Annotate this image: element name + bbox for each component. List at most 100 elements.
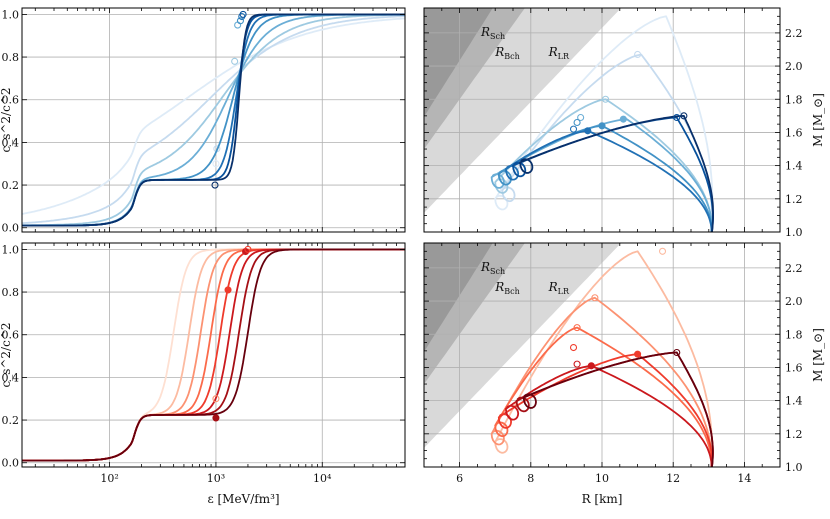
y-axis-label: M [M_⊙] — [811, 328, 825, 382]
open-marker — [591, 294, 599, 302]
x-tick-label: 14 — [737, 472, 751, 485]
y-axis-label: c_s^2/c^2 — [0, 87, 13, 152]
y-tick-label: 2.2 — [785, 262, 803, 275]
open-marker — [673, 348, 681, 357]
filled-marker — [584, 127, 592, 135]
region-label-R_LR: RLR — [548, 280, 570, 296]
y-tick-label: 2.2 — [785, 27, 803, 40]
region-label-R_Sch: RSch — [480, 260, 505, 276]
y-tick-label: 1.6 — [785, 361, 803, 374]
region-label-R_Sch: RSch — [480, 25, 505, 41]
top-right-panel: RSch RBch RLR 1.0 1.2 1.4 1.6 1.8 2.0 2.2 M [M_⊙] — [423, 7, 825, 239]
region-label-R_LR: RLR — [548, 45, 570, 61]
series-line-s1 — [21, 17, 406, 215]
y-tick-label: 0.8 — [2, 51, 20, 64]
open-marker — [569, 125, 578, 133]
region-lr — [424, 243, 780, 448]
grid — [22, 8, 405, 232]
filled-marker — [587, 362, 595, 370]
open-marker — [239, 10, 247, 18]
series-line-s4 — [22, 248, 405, 462]
series-line-s5 — [505, 364, 713, 467]
y-tick-label: 1.6 — [785, 126, 803, 139]
series-line-s7 — [522, 351, 714, 467]
series-line-s1 — [494, 15, 714, 232]
series-line-s3 — [22, 248, 405, 462]
filled-marker — [634, 350, 642, 358]
y-tick-label: 0.2 — [2, 414, 20, 427]
clipped-content: RSch RBch RLR — [424, 8, 780, 232]
y-tick-label: 1.0 — [785, 226, 803, 239]
open-marker — [212, 160, 220, 168]
series-group — [21, 10, 406, 227]
series-line-s3 — [494, 98, 713, 232]
y-axis-label: M [M_⊙] — [811, 93, 825, 147]
top-left-panel: 0.0 0.2 0.4 0.6 0.8 1.0 c_s^2/c^2 — [0, 7, 406, 235]
open-marker — [231, 57, 239, 65]
y-tick-label: 0.4 — [2, 371, 20, 384]
series-line-s1 — [494, 250, 713, 467]
series-group — [490, 15, 714, 232]
series-line-s2 — [490, 296, 713, 467]
bottom-right-panel: RSch RBch RLR 1.0 1.2 1.4 1.6 1.8 2.0 2.2 6 8 10 12 14… — [423, 242, 825, 506]
filled-marker — [224, 286, 232, 294]
y-tick-label: 0.8 — [2, 286, 20, 299]
axes-frame — [21, 7, 406, 233]
series-line-s5 — [22, 13, 405, 227]
series-line-s7 — [22, 13, 405, 227]
x-tick-label: 10² — [100, 472, 118, 485]
y-axis-label: c_s^2/c^2 — [0, 322, 13, 387]
open-marker — [577, 113, 585, 122]
grid — [22, 243, 405, 467]
region-label-R_Bch: RBch — [494, 280, 520, 296]
series-line-s1 — [22, 248, 405, 462]
x-tick-label: 12 — [666, 472, 680, 485]
open-marker — [573, 324, 581, 332]
filled-marker — [212, 414, 220, 422]
open-marker — [236, 17, 244, 25]
axes-frame — [21, 242, 406, 468]
series-group — [22, 245, 405, 462]
y-tick-label: 1.8 — [785, 328, 803, 341]
series-line-s2 — [22, 248, 405, 462]
x-tick-label: 10³ — [207, 472, 225, 485]
y-tick-label: 1.4 — [785, 160, 803, 173]
y-tick-label: 1.0 — [2, 8, 20, 21]
series-group — [490, 247, 714, 467]
y-tick-label: 1.4 — [785, 395, 803, 408]
y-tick-label: 1.0 — [2, 243, 20, 256]
series-line-s7 — [22, 248, 405, 462]
y-tick-label: 0.6 — [2, 329, 20, 342]
y-tick-label: 0.6 — [2, 94, 20, 107]
open-marker — [573, 360, 581, 368]
open-marker — [569, 343, 578, 352]
open-marker — [573, 118, 581, 127]
series-line-s2 — [22, 15, 406, 224]
open-marker — [212, 395, 220, 403]
series-line-s4 — [497, 353, 713, 467]
filled-marker — [598, 122, 606, 130]
series-line-s6 — [515, 351, 714, 467]
series-line-s8 — [22, 248, 405, 462]
open-marker — [602, 95, 610, 103]
open-marker — [634, 50, 642, 59]
y-tick-label: 0.0 — [2, 222, 20, 235]
series-line-s6 — [22, 13, 405, 227]
y-tick-label: 1.8 — [785, 93, 803, 106]
x-tick-label: 10⁴ — [313, 472, 332, 485]
y-tick-label: 0.2 — [2, 179, 20, 192]
x-axis-label: ε [MeV/fm³] — [207, 492, 279, 506]
x-axis-label: R [km] — [582, 492, 623, 506]
x-tick-label: 10 — [595, 472, 609, 485]
filled-marker — [619, 115, 627, 123]
open-marker — [244, 245, 252, 253]
grid — [424, 243, 780, 467]
y-tick-label: 1.0 — [785, 461, 803, 474]
ticks: 0.0 0.2 0.4 0.6 0.8 1.0 — [2, 8, 406, 235]
x-tick-label: 6 — [456, 472, 463, 485]
x-tick-label: 8 — [527, 472, 534, 485]
region-lr — [424, 8, 780, 213]
region-label-R_Bch: RBch — [494, 45, 520, 61]
y-tick-label: 0.0 — [2, 457, 20, 470]
